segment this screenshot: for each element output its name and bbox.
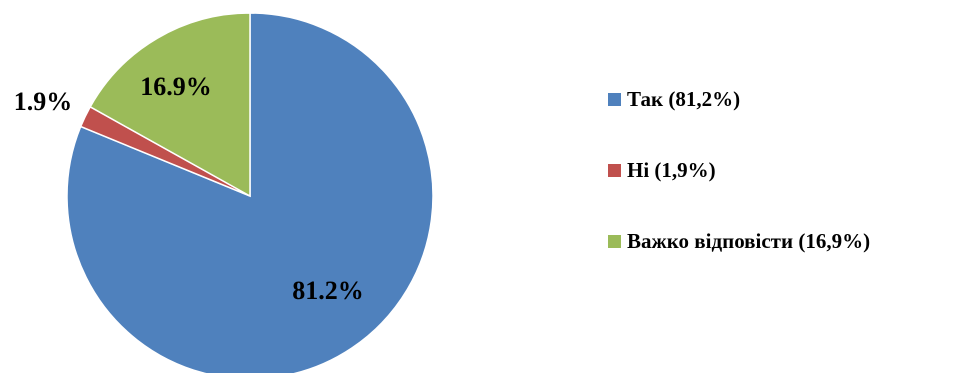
legend-swatch-vazhko <box>608 234 621 248</box>
legend-item-ni: Ні (1,9%) <box>608 155 953 185</box>
legend-label-tak: Так (81,2%) <box>627 86 741 111</box>
data-label-tak: 81.2% <box>292 276 364 305</box>
pie-slices <box>66 12 434 373</box>
data-label-ni: 1.9% <box>14 87 73 116</box>
legend-item-vazhko: Важко відповісти (16,9%) <box>608 226 953 256</box>
legend-swatch-tak <box>608 92 621 106</box>
pie-data-labels: 81.2% 1.9% 16.9% <box>14 72 364 305</box>
legend-label-vazhko: Важко відповісти (16,9%) <box>627 228 871 253</box>
pie-slice-vazhko <box>89 12 251 198</box>
pie-chart-plot: 81.2% 1.9% 16.9% <box>14 12 434 373</box>
legend-label-ni: Ні (1,9%) <box>627 157 716 182</box>
legend: Так (81,2%) Ні (1,9%) Важко відповісти (… <box>608 84 953 297</box>
legend-swatch-ni <box>608 163 621 177</box>
pie-slice-tak <box>66 12 434 373</box>
legend-item-tak: Так (81,2%) <box>608 84 953 114</box>
data-label-vazhko: 16.9% <box>140 72 212 101</box>
